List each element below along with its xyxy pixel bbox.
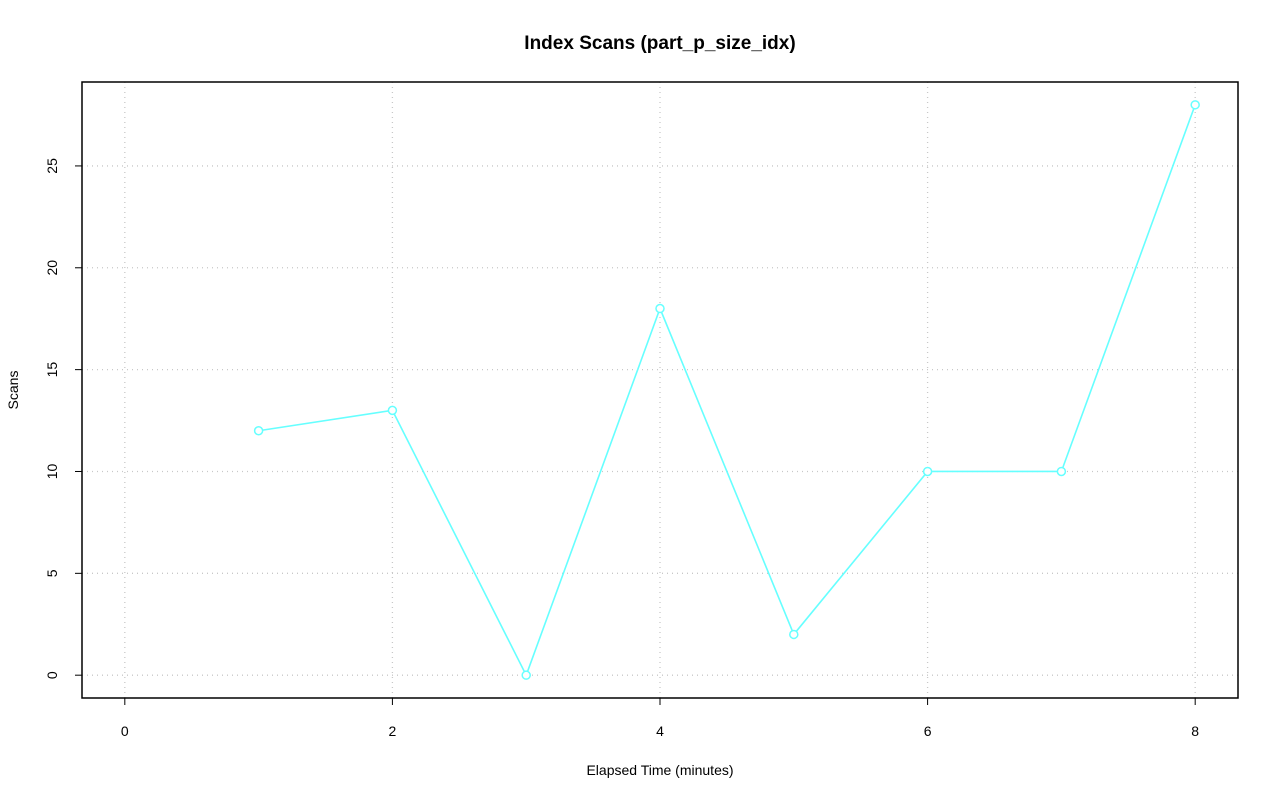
data-point (922, 466, 933, 477)
data-line (258, 104, 1196, 678)
chart-title: Index Scans (part_p_size_idx) (524, 33, 795, 54)
data-point (253, 425, 264, 436)
x-axis-label: Elapsed Time (minutes) (586, 762, 733, 778)
data-point (1056, 466, 1067, 477)
data-point (521, 670, 531, 680)
y-tick-label: 25 (44, 158, 60, 174)
x-tick-label: 0 (121, 723, 129, 739)
y-tick-label: 20 (44, 260, 60, 276)
data-point (655, 303, 665, 314)
x-tick-label: 2 (389, 723, 397, 739)
data-point (1190, 100, 1200, 110)
data-point (387, 405, 398, 416)
y-tick-label: 0 (44, 671, 60, 679)
y-tick-label: 10 (44, 463, 60, 479)
plot-frame (81, 81, 1239, 699)
y-axis-label: Scans (5, 371, 21, 410)
y-tick-label: 15 (44, 362, 60, 378)
data-point (789, 629, 799, 640)
x-tick-label: 8 (1191, 723, 1199, 739)
x-tick-label: 6 (924, 723, 932, 739)
y-tick-label: 5 (44, 569, 60, 577)
x-tick-label: 4 (656, 723, 664, 739)
